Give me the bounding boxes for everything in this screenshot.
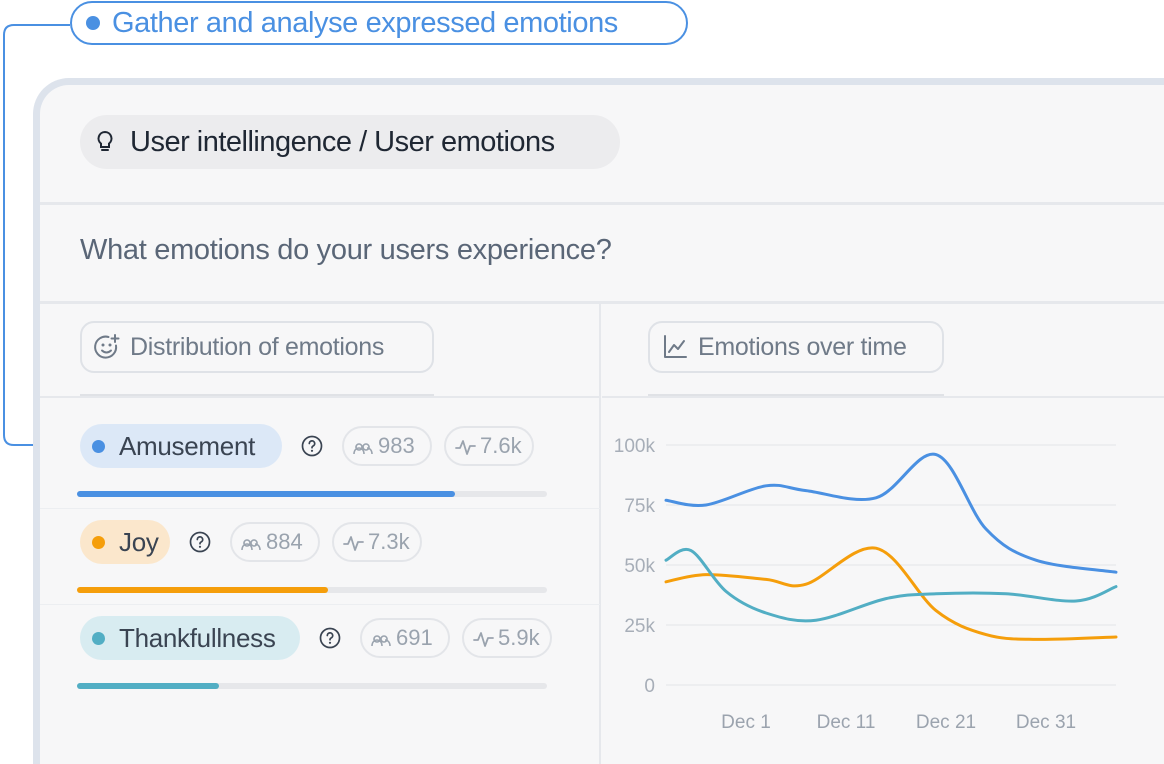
- feature-title: Gather and analyse expressed emotions: [112, 6, 618, 39]
- breadcrumb-text: User intellingence / User emotions: [130, 125, 555, 158]
- panel-divider: [599, 304, 601, 764]
- emotion-dot: [92, 535, 105, 549]
- emotion-share-bar: [77, 683, 547, 689]
- emotions-over-time-chart: 0 25k 50k 75k 100k Dec 1 Dec 11 Dec 21 Dec 31: [614, 436, 1118, 733]
- activity-icon: [343, 536, 364, 551]
- tab-over-time[interactable]: Emotions over time: [648, 321, 944, 373]
- mentions-count: 7.6k: [480, 433, 522, 458]
- x-tick-label: Dec 1: [721, 712, 771, 733]
- x-tick-label: Dec 11: [817, 712, 876, 733]
- divider: [40, 202, 1164, 205]
- help-icon[interactable]: [300, 434, 324, 458]
- emotion-name: Joy: [119, 526, 159, 557]
- emotion-share-fill: [77, 491, 456, 497]
- y-tick-label: 100k: [614, 436, 656, 457]
- y-tick-label: 0: [644, 676, 655, 697]
- help-icon[interactable]: [318, 626, 342, 650]
- series-line-joy: [664, 546, 1118, 641]
- users-count: 983: [378, 433, 415, 458]
- tab-over-time-label: Emotions over time: [698, 332, 907, 361]
- smiley-plus-icon: [94, 334, 120, 359]
- feature-dot: [86, 16, 100, 30]
- section-question: What emotions do your users experience?: [80, 234, 612, 266]
- y-tick-label: 25k: [624, 616, 655, 637]
- divider: [40, 396, 600, 398]
- breadcrumb[interactable]: User intellingence / User emotions: [80, 115, 620, 169]
- divider: [602, 396, 1164, 398]
- emotion-dot: [92, 439, 105, 453]
- mentions-count: 7.3k: [368, 529, 410, 554]
- emotion-pill[interactable]: Thankfullness: [80, 616, 300, 660]
- activity-icon: [455, 440, 476, 455]
- mentions-count-pill: 5.9k: [462, 618, 552, 658]
- series-line-thankfullness: [664, 547, 1118, 623]
- emotion-pill[interactable]: Amusement: [80, 424, 282, 468]
- y-tick-label: 75k: [624, 496, 655, 517]
- lightbulb-icon: [97, 130, 113, 151]
- tab-underline: [80, 394, 434, 397]
- tab-distribution[interactable]: Distribution of emotions: [80, 321, 434, 373]
- x-tick-label: Dec 21: [916, 712, 976, 733]
- emotion-name: Thankfullness: [119, 622, 276, 653]
- feature-title-pill: Gather and analyse expressed emotions: [70, 1, 688, 45]
- emotion-share-bar: [77, 587, 547, 593]
- users-count: 691: [396, 625, 433, 650]
- users-icon: [241, 539, 261, 551]
- divider: [40, 301, 1164, 304]
- emotion-name: Amusement: [119, 430, 256, 461]
- mentions-count: 5.9k: [498, 625, 540, 650]
- emotion-share-bar: [77, 491, 547, 497]
- mentions-count-pill: 7.6k: [444, 426, 534, 466]
- users-icon: [371, 635, 391, 647]
- mentions-count-pill: 7.3k: [332, 522, 422, 562]
- users-count-pill: 884: [230, 522, 320, 562]
- emotion-share-fill: [77, 683, 219, 689]
- help-icon[interactable]: [188, 530, 212, 554]
- tab-distribution-label: Distribution of emotions: [130, 332, 385, 361]
- x-tick-label: Dec 31: [1016, 712, 1076, 733]
- row-divider: [40, 508, 600, 509]
- line-chart-icon: [664, 335, 687, 358]
- users-count: 884: [266, 529, 303, 554]
- emotion-pill[interactable]: Joy: [80, 520, 170, 564]
- users-count-pill: 983: [342, 426, 432, 466]
- series-line-amusement: [664, 452, 1118, 574]
- y-tick-label: 50k: [624, 556, 655, 577]
- activity-icon: [473, 632, 494, 647]
- emotion-dot: [92, 631, 105, 645]
- emotion-share-fill: [77, 587, 329, 593]
- tab-underline: [648, 394, 944, 397]
- row-divider: [40, 604, 600, 605]
- emotions-card: [33, 78, 1164, 764]
- users-count-pill: 691: [360, 618, 450, 658]
- users-icon: [353, 443, 373, 455]
